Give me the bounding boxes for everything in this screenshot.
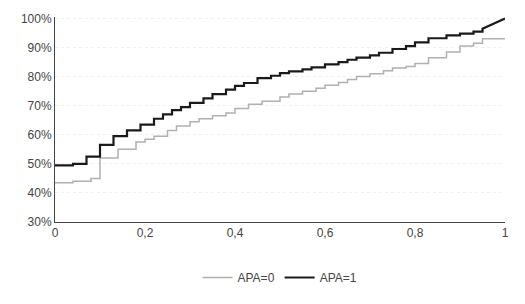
- svg-text:1: 1: [502, 226, 509, 240]
- svg-text:60%: 60%: [28, 128, 52, 142]
- svg-text:0: 0: [52, 226, 59, 240]
- svg-text:90%: 90%: [28, 41, 52, 55]
- svg-text:APA=1: APA=1: [320, 271, 357, 285]
- svg-text:0,6: 0,6: [317, 226, 334, 240]
- svg-text:APA=0: APA=0: [238, 271, 275, 285]
- svg-text:70%: 70%: [28, 99, 52, 113]
- svg-text:0,8: 0,8: [407, 226, 424, 240]
- svg-text:40%: 40%: [28, 186, 52, 200]
- svg-text:30%: 30%: [28, 215, 52, 229]
- svg-text:50%: 50%: [28, 157, 52, 171]
- svg-text:0,2: 0,2: [137, 226, 154, 240]
- svg-text:80%: 80%: [28, 70, 52, 84]
- svg-text:100%: 100%: [21, 12, 52, 26]
- svg-text:0,4: 0,4: [227, 226, 244, 240]
